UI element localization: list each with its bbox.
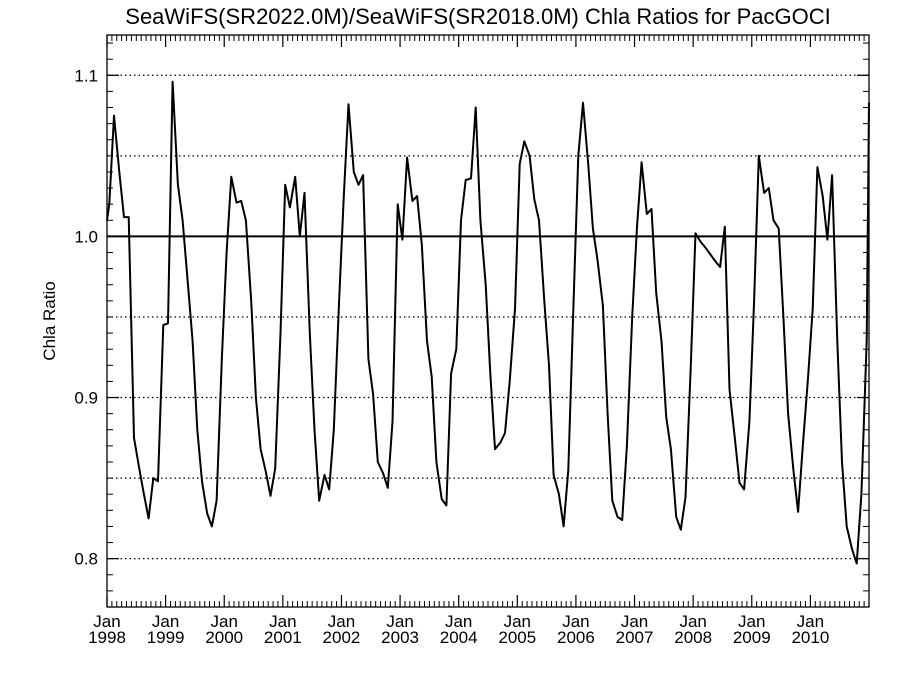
y-tick-label: 0.8 — [74, 550, 98, 569]
x-tick-year-label: 2003 — [381, 628, 419, 647]
x-tick-month-label: Jan — [269, 612, 296, 631]
x-tick-month-label: Jan — [445, 612, 472, 631]
x-minor-ticks — [111, 35, 865, 607]
x-tick-month-label: Jan — [328, 612, 355, 631]
y-tick-labels: 0.8 0.9 1.0 1.1 — [74, 66, 98, 568]
x-tick-year-label: 2007 — [616, 628, 654, 647]
x-tick-month-label: Jan — [152, 612, 179, 631]
x-tick-month-label: Jan — [386, 612, 413, 631]
x-tick-year-label: 2002 — [323, 628, 361, 647]
x-tick-month-label: Jan — [621, 612, 648, 631]
x-tick-labels: Jan1998Jan1999Jan2000Jan2001Jan2002Jan20… — [88, 612, 829, 647]
y-tick-label: 0.9 — [74, 389, 98, 408]
x-tick-month-label: Jan — [562, 612, 589, 631]
x-tick-year-label: 2008 — [674, 628, 712, 647]
x-tick-month-label: Jan — [504, 612, 531, 631]
x-tick-year-label: 1999 — [147, 628, 185, 647]
x-tick-month-label: Jan — [738, 612, 765, 631]
x-tick-year-label: 2010 — [791, 628, 829, 647]
x-tick-year-label: 2001 — [264, 628, 302, 647]
y-tick-label: 1.1 — [74, 66, 98, 85]
y-major-ticks — [107, 74, 869, 560]
series-group — [106, 80, 870, 565]
x-tick-year-label: 2000 — [205, 628, 243, 647]
x-tick-year-label: 1998 — [88, 628, 126, 647]
x-major-ticks — [106, 35, 811, 607]
x-tick-year-label: 2009 — [733, 628, 771, 647]
chart-title: SeaWiFS(SR2022.0M)/SeaWiFS(SR2018.0M) Ch… — [125, 4, 830, 29]
ratio-series-line — [106, 80, 870, 565]
y-axis-label: Chla Ratio — [40, 281, 59, 360]
y-tick-label: 1.0 — [74, 227, 98, 246]
x-tick-year-label: 2006 — [557, 628, 595, 647]
x-tick-year-label: 2005 — [498, 628, 536, 647]
x-tick-month-label: Jan — [797, 612, 824, 631]
x-tick-month-label: Jan — [93, 612, 120, 631]
x-tick-year-label: 2004 — [440, 628, 478, 647]
reference-dotted-lines — [107, 74, 869, 560]
x-tick-month-label: Jan — [679, 612, 706, 631]
x-tick-month-label: Jan — [211, 612, 238, 631]
